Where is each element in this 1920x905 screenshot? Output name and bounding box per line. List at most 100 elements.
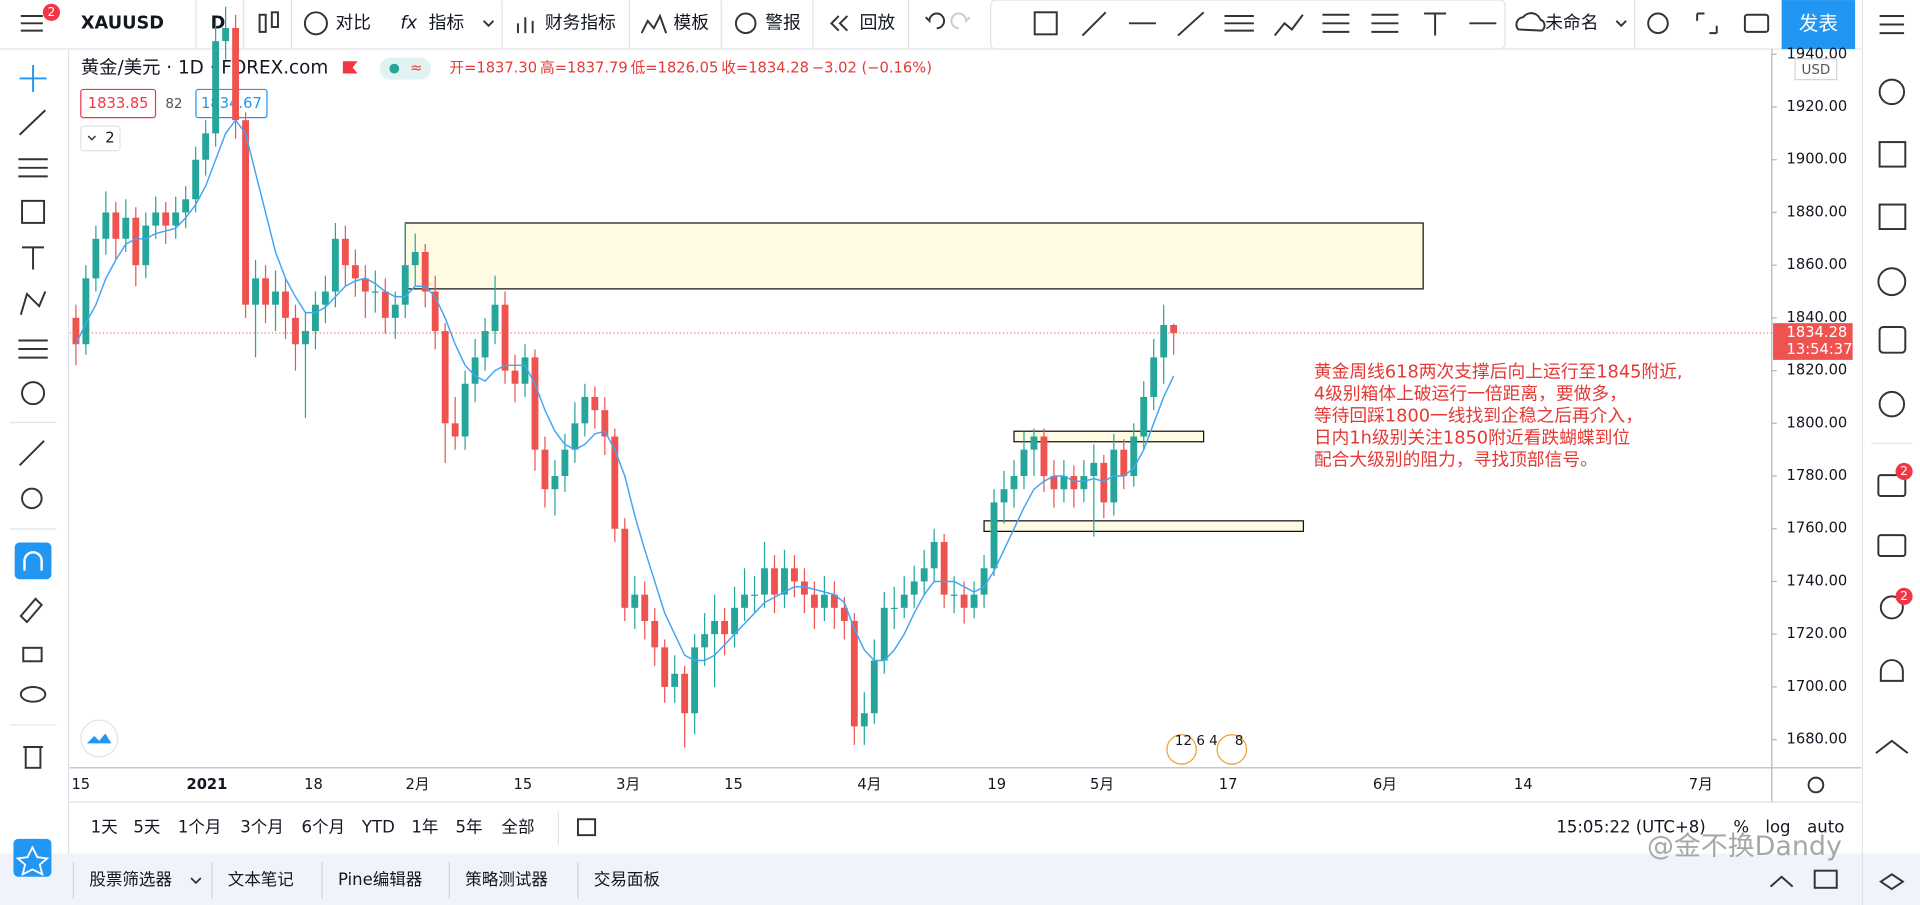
- alerts[interactable]: 警报: [765, 12, 801, 33]
- interval[interactable]: D: [211, 13, 226, 33]
- indicator-toggle[interactable]: [80, 125, 121, 152]
- expand-panel[interactable]: [1769, 875, 1794, 888]
- dropdown[interactable]: [190, 877, 202, 885]
- dropdown[interactable]: [1615, 20, 1627, 28]
- log-scale[interactable]: log: [1765, 817, 1790, 836]
- undo[interactable]: [925, 12, 946, 30]
- bid[interactable]: 1833.85: [88, 95, 149, 112]
- text-tool[interactable]: [1424, 12, 1447, 36]
- magnet[interactable]: [14, 542, 52, 580]
- fib-ext-tool[interactable]: [1371, 13, 1399, 33]
- financials[interactable]: 财务指标: [545, 12, 616, 33]
- bid-box[interactable]: [80, 88, 157, 119]
- range-button[interactable]: 3个月: [240, 817, 284, 836]
- layers[interactable]: [1879, 873, 1905, 891]
- channel-tool[interactable]: [1224, 14, 1254, 32]
- measure[interactable]: [18, 440, 45, 467]
- maximize-panel[interactable]: [1813, 869, 1838, 889]
- arrow-tool[interactable]: [1177, 11, 1205, 37]
- notifications[interactable]: [1879, 659, 1904, 682]
- axis-settings[interactable]: [1807, 776, 1825, 794]
- visibility[interactable]: [19, 686, 47, 703]
- replay[interactable]: 回放: [860, 12, 896, 33]
- favorites[interactable]: [13, 838, 52, 877]
- layout-name[interactable]: 未命名: [1545, 12, 1598, 33]
- news[interactable]: [1878, 141, 1907, 168]
- line-tool[interactable]: [18, 109, 46, 136]
- settings[interactable]: [1647, 12, 1669, 35]
- drawing-mode[interactable]: [19, 597, 43, 624]
- fullscreen[interactable]: [1696, 12, 1718, 35]
- panel-tab[interactable]: Pine编辑器: [338, 870, 423, 889]
- compare[interactable]: 对比: [336, 12, 372, 33]
- streams[interactable]: [1879, 595, 1904, 620]
- lock[interactable]: [22, 646, 43, 663]
- range-button[interactable]: YTD: [361, 817, 395, 836]
- path-tool[interactable]: [1273, 14, 1304, 37]
- range-button[interactable]: 全部: [501, 817, 534, 836]
- percent-scale[interactable]: %: [1733, 817, 1749, 836]
- ideas[interactable]: [1877, 267, 1907, 297]
- range-button[interactable]: 1年: [411, 817, 438, 836]
- menu-button[interactable]: [20, 14, 43, 32]
- dropdown[interactable]: [482, 20, 495, 28]
- tab-bar: 股票筛选器 文本笔记 Pine编辑器 策略测试器 交易面板: [72, 862, 660, 899]
- range-button[interactable]: 5年: [455, 817, 482, 836]
- chats[interactable]: [1877, 474, 1907, 497]
- publish-button[interactable]: [1781, 0, 1856, 50]
- messages[interactable]: [1877, 534, 1907, 557]
- candle-body: [381, 291, 389, 318]
- panel-tab[interactable]: 策略测试器: [465, 870, 548, 889]
- alert-icon[interactable]: [734, 12, 757, 35]
- pattern-tool[interactable]: [19, 291, 47, 316]
- crosshair[interactable]: [19, 64, 47, 92]
- time-tick-label: 3月: [616, 776, 640, 793]
- zoom[interactable]: [21, 487, 43, 510]
- panel-tab[interactable]: 文本笔记: [228, 870, 294, 889]
- range-button[interactable]: 1个月: [178, 817, 222, 836]
- ohlc-value: 开=1837.30: [449, 60, 537, 77]
- financials-icon[interactable]: [516, 17, 534, 34]
- data-window[interactable]: [1878, 326, 1907, 354]
- replay-icon[interactable]: [830, 15, 849, 32]
- compare-icon[interactable]: [303, 11, 328, 36]
- panel-tab[interactable]: 股票筛选器: [89, 870, 172, 889]
- indicator-icon[interactable]: fx: [400, 13, 417, 33]
- prediction-tool[interactable]: [18, 339, 48, 359]
- shape-tool[interactable]: [21, 199, 46, 224]
- alerts[interactable]: [1878, 78, 1906, 106]
- collapse[interactable]: [1875, 739, 1909, 754]
- date-range[interactable]: [576, 818, 597, 837]
- publish[interactable]: 发表: [1799, 12, 1838, 35]
- tv-logo[interactable]: [80, 719, 119, 758]
- trend-tool[interactable]: [1081, 11, 1107, 37]
- rect-tool[interactable]: [1033, 11, 1058, 36]
- top-toolbar: 2 XAUUSD D 对比 fx 指标 财务指标 模板 警报 回放: [20, 0, 1856, 50]
- snapshot[interactable]: [1743, 13, 1770, 33]
- candle-body: [781, 568, 788, 595]
- candle-style-icon[interactable]: [258, 11, 279, 33]
- text-tool[interactable]: [22, 246, 45, 270]
- event-flag[interactable]: [1166, 734, 1197, 765]
- template-icon[interactable]: [640, 13, 668, 34]
- event-flag[interactable]: [1216, 734, 1248, 765]
- range-button[interactable]: 5天: [133, 817, 160, 836]
- delete[interactable]: [23, 746, 43, 769]
- fib-tool[interactable]: [1322, 13, 1350, 33]
- calendar[interactable]: [1878, 203, 1907, 231]
- range-button[interactable]: 1天: [91, 817, 118, 836]
- auto-scale[interactable]: auto: [1807, 817, 1844, 836]
- range-button[interactable]: 6个月: [301, 817, 345, 836]
- ask[interactable]: 1834.67: [201, 95, 262, 112]
- redo[interactable]: [950, 12, 971, 30]
- panel-tab[interactable]: 交易面板: [594, 870, 660, 889]
- symbol[interactable]: XAUUSD: [81, 13, 164, 33]
- templates[interactable]: 模板: [673, 12, 709, 33]
- hotlist[interactable]: [1878, 390, 1906, 418]
- candle-body: [341, 238, 349, 266]
- indicators[interactable]: 指标: [429, 12, 465, 33]
- cloud-icon[interactable]: [1515, 12, 1546, 32]
- fib-tool[interactable]: [18, 158, 48, 178]
- icon-tool[interactable]: [21, 381, 46, 406]
- watchlist[interactable]: [1879, 14, 1905, 35]
